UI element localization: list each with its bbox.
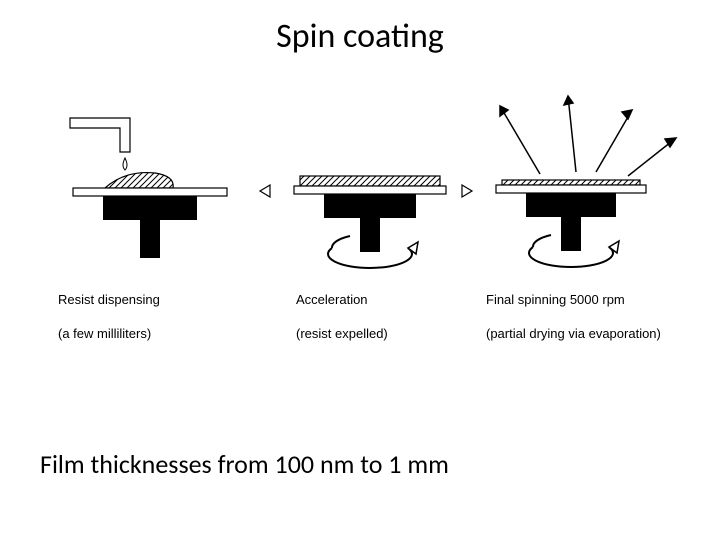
resist-film	[502, 180, 640, 185]
arrow-right-icon	[460, 184, 474, 198]
substrate-plate	[294, 186, 446, 194]
stage-accel-svg	[280, 110, 460, 270]
caption-accel-l2: (resist expelled)	[296, 326, 388, 341]
stage-dispense	[55, 110, 245, 260]
caption-accel-l1: Acceleration	[296, 292, 368, 307]
droplet-icon	[123, 158, 127, 170]
resist-blob	[105, 173, 173, 188]
spin-chuck	[324, 194, 416, 252]
caption-dispense-l1: Resist dispensing	[58, 292, 160, 307]
caption-accel: Acceleration (resist expelled)	[296, 275, 388, 343]
stage-accel	[280, 110, 460, 270]
dispense-nozzle	[70, 118, 130, 170]
caption-final: Final spinning 5000 rpm (partial drying …	[486, 275, 661, 343]
stage-final	[480, 88, 680, 270]
caption-dispense-l2: (a few milliliters)	[58, 326, 151, 341]
substrate-plate	[496, 185, 646, 193]
caption-final-l1: Final spinning 5000 rpm	[486, 292, 625, 307]
page-title: Spin coating	[0, 16, 720, 57]
spin-chuck	[103, 196, 197, 258]
caption-final-l2: (partial drying via evaporation)	[486, 326, 661, 341]
stage-final-svg	[480, 88, 680, 270]
evaporation-arrows	[500, 96, 676, 176]
substrate-plate	[73, 188, 227, 196]
arrow-left-icon	[258, 184, 272, 198]
stage-dispense-svg	[55, 110, 245, 260]
resist-layer	[300, 176, 440, 186]
spin-chuck	[526, 193, 616, 251]
caption-dispense: Resist dispensing (a few milliliters)	[58, 275, 160, 343]
footer-text: Film thicknesses from 100 nm to 1 mm	[40, 448, 449, 480]
